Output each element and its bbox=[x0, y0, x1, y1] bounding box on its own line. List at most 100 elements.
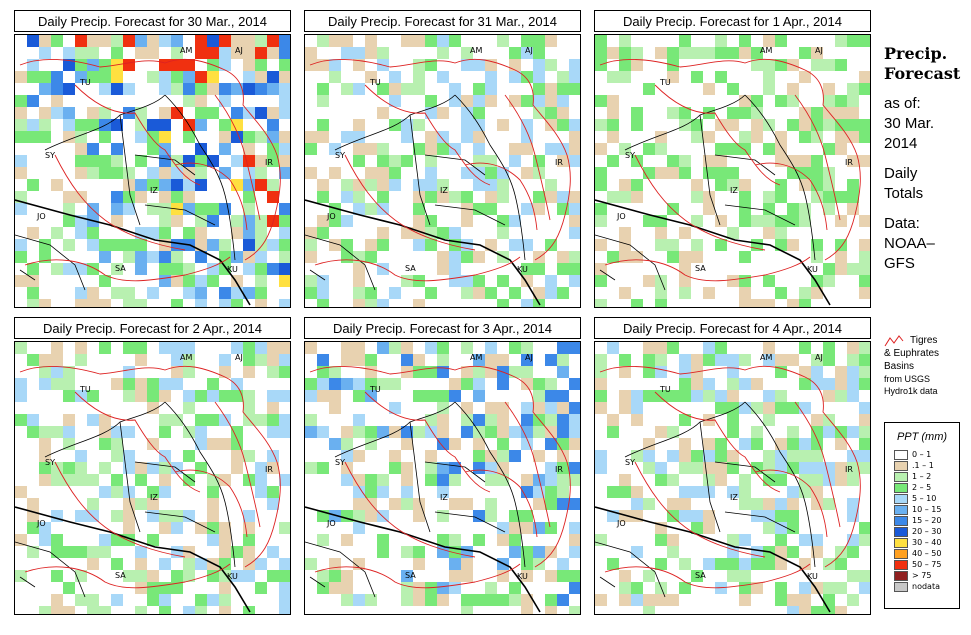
precip-cell bbox=[739, 95, 751, 107]
precip-cell bbox=[413, 119, 425, 131]
precip-cell bbox=[147, 119, 159, 131]
precip-cell bbox=[353, 287, 365, 299]
precip-cell bbox=[171, 582, 183, 594]
precip-cell bbox=[545, 59, 557, 71]
legend-swatch bbox=[894, 504, 908, 515]
basin-boundary bbox=[344, 461, 476, 558]
precip-cell bbox=[75, 59, 87, 71]
precip-cell bbox=[835, 191, 847, 203]
precip-cell bbox=[135, 263, 147, 275]
precip-cell bbox=[485, 179, 497, 191]
precip-cell bbox=[219, 534, 231, 546]
precip-cell bbox=[667, 474, 679, 486]
legend-item: 20 – 30 bbox=[894, 526, 959, 537]
precip-cell bbox=[63, 263, 75, 275]
precip-cell bbox=[39, 366, 51, 378]
precip-cell bbox=[799, 179, 811, 191]
legend-label: 0 – 1 bbox=[912, 450, 932, 459]
precip-cell bbox=[51, 95, 63, 107]
precip-cell bbox=[739, 498, 751, 510]
country-label: AJ bbox=[235, 353, 243, 362]
precip-cell bbox=[533, 390, 545, 402]
precip-cell bbox=[75, 167, 87, 179]
precip-cell bbox=[51, 107, 63, 119]
precip-cell bbox=[521, 366, 533, 378]
precip-cell bbox=[619, 474, 631, 486]
precip-cell bbox=[329, 239, 341, 251]
precip-cell bbox=[727, 179, 739, 191]
precip-cell bbox=[823, 95, 835, 107]
precip-cell bbox=[787, 119, 799, 131]
precip-cell bbox=[51, 534, 63, 546]
precip-cell bbox=[365, 474, 377, 486]
precip-cell bbox=[775, 131, 787, 143]
country-border bbox=[144, 204, 216, 226]
precip-cell bbox=[219, 239, 231, 251]
precip-cell bbox=[111, 119, 123, 131]
precip-cell bbox=[207, 263, 219, 275]
precip-cell bbox=[799, 155, 811, 167]
precip-cell bbox=[437, 179, 449, 191]
precip-cell bbox=[763, 474, 775, 486]
precip-cell bbox=[353, 426, 365, 438]
precip-cell bbox=[643, 498, 655, 510]
precip-cell bbox=[787, 462, 799, 474]
precip-cell bbox=[545, 462, 557, 474]
country-border bbox=[19, 269, 36, 281]
precip-cell bbox=[787, 95, 799, 107]
precip-cell bbox=[799, 450, 811, 462]
precip-cell bbox=[401, 155, 413, 167]
precip-cell bbox=[195, 167, 207, 179]
precip-cell bbox=[485, 203, 497, 215]
precip-cell bbox=[679, 263, 691, 275]
precip-cell bbox=[545, 414, 557, 426]
precip-cell bbox=[727, 354, 739, 366]
precip-cell bbox=[521, 203, 533, 215]
precip-cell bbox=[799, 594, 811, 606]
precip-cell bbox=[775, 594, 787, 606]
precip-cell bbox=[99, 239, 111, 251]
precip-cell bbox=[811, 366, 823, 378]
precip-cell bbox=[811, 167, 823, 179]
precip-cell bbox=[521, 510, 533, 522]
precip-cell bbox=[473, 378, 485, 390]
basin-boundary bbox=[344, 154, 476, 251]
precip-cell bbox=[389, 95, 401, 107]
legend-title: PPT (mm) bbox=[896, 431, 948, 443]
precip-cell bbox=[329, 35, 341, 47]
precip-cell bbox=[63, 606, 75, 614]
data-line-3: GFS bbox=[884, 255, 915, 272]
precip-cell bbox=[51, 474, 63, 486]
precip-cell bbox=[473, 594, 485, 606]
precip-cell bbox=[449, 474, 461, 486]
precip-cell bbox=[655, 462, 667, 474]
precip-cell bbox=[219, 251, 231, 263]
precip-cell bbox=[691, 522, 703, 534]
asof-date: 30 Mar. bbox=[884, 115, 935, 132]
precip-cell bbox=[99, 59, 111, 71]
precip-cell bbox=[425, 191, 437, 203]
precip-cell bbox=[739, 594, 751, 606]
precip-cell bbox=[787, 83, 799, 95]
precip-cell bbox=[207, 414, 219, 426]
precip-cell bbox=[365, 35, 377, 47]
precip-cell bbox=[279, 71, 290, 83]
precip-cell bbox=[135, 155, 147, 167]
precip-cell bbox=[739, 438, 751, 450]
basin-boundary bbox=[364, 84, 491, 186]
precip-cell bbox=[159, 227, 171, 239]
precip-cell bbox=[87, 263, 99, 275]
precip-cell bbox=[341, 35, 353, 47]
precip-cell bbox=[715, 215, 727, 227]
precip-cell bbox=[39, 299, 51, 307]
country-border bbox=[434, 511, 506, 533]
precip-cell bbox=[655, 143, 667, 155]
precip-cell bbox=[267, 546, 279, 558]
precip-cell bbox=[521, 167, 533, 179]
precip-cell bbox=[413, 366, 425, 378]
country-border bbox=[744, 94, 816, 261]
precip-cell bbox=[377, 239, 389, 251]
country-border bbox=[309, 576, 326, 588]
precip-cell bbox=[533, 558, 545, 570]
precip-cell bbox=[569, 378, 580, 390]
